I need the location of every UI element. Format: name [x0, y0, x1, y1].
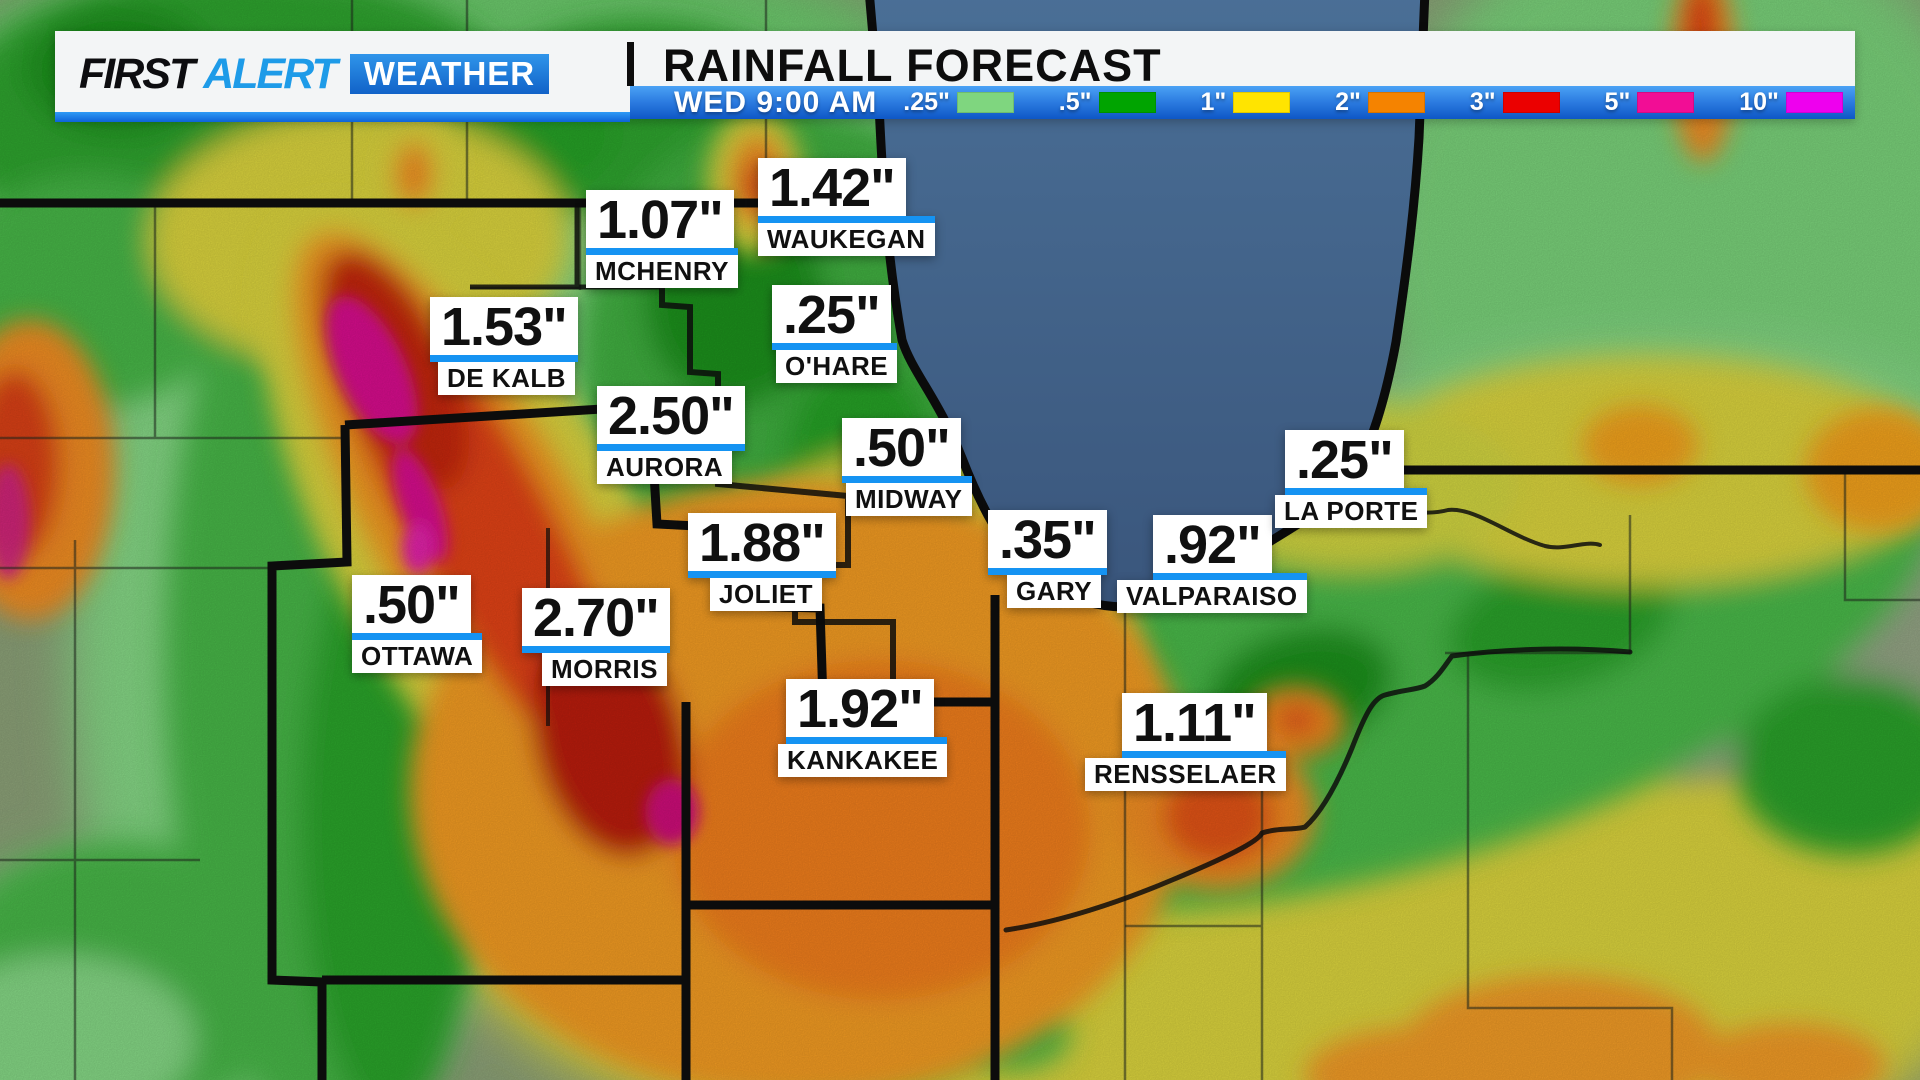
city-label-morris: 2.70" MORRIS	[522, 588, 670, 687]
value-underline	[1285, 488, 1428, 496]
legend-item: 2"	[1335, 88, 1425, 117]
rainfall-value: 1.88"	[688, 513, 836, 572]
city-label-de-kalb: 1.53" DE KALB	[430, 297, 578, 396]
city-label-kankakee: 1.92" KANKAKEE	[778, 679, 948, 778]
legend-color-swatch	[956, 92, 1014, 113]
value-underline	[1153, 573, 1307, 581]
city-name: OTTAWA	[352, 640, 483, 674]
city-label-rensselaer: 1.11" RENSSELAER	[1085, 693, 1286, 792]
legend-item: 10"	[1739, 88, 1843, 117]
value-underline	[988, 568, 1107, 576]
brand-weather: WEATHER	[363, 55, 536, 92]
city-label-mchenry: 1.07" MCHENRY	[586, 190, 738, 289]
value-underline	[688, 571, 836, 579]
value-underline	[586, 248, 738, 256]
legend-item: .5"	[1059, 88, 1156, 117]
value-underline	[597, 444, 745, 452]
legend-label: .5"	[1058, 88, 1092, 116]
city-name: WAUKEGAN	[758, 223, 935, 257]
rainfall-value: 2.70"	[522, 588, 670, 647]
legend-color-swatch	[1785, 92, 1843, 113]
city-name: MORRIS	[542, 653, 667, 687]
legend-color-swatch	[1637, 92, 1695, 113]
legend-item: 1"	[1200, 88, 1291, 117]
city-name: GARY	[1007, 575, 1102, 609]
rainfall-value: 1.11"	[1122, 693, 1267, 752]
legend-item: .25"	[903, 88, 1014, 117]
city-label-aurora: 2.50" AURORA	[597, 386, 745, 485]
legend-label: .25"	[903, 88, 950, 116]
legend-label: 5"	[1604, 88, 1631, 116]
city-name: VALPARAISO	[1117, 580, 1307, 614]
page-title: RAINFALL FORECAST	[663, 40, 1162, 91]
legend-item: 5"	[1605, 88, 1695, 117]
rainfall-value: .50"	[352, 575, 471, 634]
value-underline	[430, 355, 578, 363]
city-label-waukegan: 1.42" WAUKEGAN	[758, 158, 935, 257]
brand-first: FIRST	[79, 49, 195, 98]
value-underline	[772, 343, 898, 351]
city-name: RENSSELAER	[1085, 758, 1286, 792]
legend-label: 2"	[1335, 88, 1361, 116]
value-underline	[842, 476, 972, 484]
brand-logo: FIRST ALERT WEATHER	[79, 41, 550, 107]
city-name: JOLIET	[710, 578, 823, 612]
rainfall-legend: .25" .5" 1" 2" 3" 5" 10"	[903, 88, 1843, 117]
city-name: DE KALB	[438, 362, 576, 396]
city-name: O'HARE	[776, 350, 898, 384]
rainfall-value: 1.07"	[586, 190, 734, 249]
city-label-midway: .50" MIDWAY	[842, 418, 972, 517]
brand-weather-box: WEATHER	[349, 54, 550, 94]
city-name: AURORA	[597, 451, 733, 485]
city-name: LA PORTE	[1275, 495, 1428, 529]
forecast-timestamp: WED 9:00 AM	[674, 85, 878, 119]
legend-color-swatch	[1502, 92, 1560, 113]
header-bar: FIRST ALERT WEATHER RAINFALL FORECAST WE…	[55, 31, 1855, 122]
city-name: MCHENRY	[586, 255, 738, 289]
rainfall-value: 1.53"	[430, 297, 578, 356]
legend-color-swatch	[1233, 92, 1291, 113]
legend-label: 3"	[1469, 88, 1496, 116]
legend-color-swatch	[1098, 92, 1156, 113]
rainfall-value: .25"	[772, 285, 891, 344]
value-underline	[1122, 751, 1286, 759]
value-underline	[786, 737, 948, 745]
rainfall-value: 1.42"	[758, 158, 906, 217]
city-label-ottawa: .50" OTTAWA	[352, 575, 483, 674]
value-underline	[758, 216, 935, 224]
value-underline	[352, 633, 483, 641]
rainfall-value: 2.50"	[597, 386, 745, 445]
rainfall-value: .92"	[1153, 515, 1272, 574]
city-label-valparaiso: .92" VALPARAISO	[1117, 515, 1307, 614]
city-label-o-hare: .25" O'HARE	[772, 285, 898, 384]
city-label-la-porte: .25" LA PORTE	[1275, 430, 1428, 529]
brand-alert: ALERT	[203, 49, 338, 98]
legend-label: 1"	[1200, 88, 1227, 116]
city-label-gary: .35" GARY	[988, 510, 1107, 609]
legend-color-swatch	[1367, 92, 1425, 113]
city-label-joliet: 1.88" JOLIET	[688, 513, 836, 612]
title-separator	[627, 42, 634, 86]
city-name: MIDWAY	[846, 483, 972, 517]
legend-item: 3"	[1470, 88, 1560, 117]
value-underline	[522, 646, 670, 654]
rainfall-value: 1.92"	[786, 679, 934, 738]
legend-bar: WED 9:00 AM .25" .5" 1" 2" 3" 5" 10"	[630, 86, 1855, 119]
legend-label: 10"	[1739, 88, 1779, 116]
rainfall-value: .35"	[988, 510, 1107, 569]
header-accent-strip	[55, 112, 630, 122]
city-name: KANKAKEE	[778, 744, 948, 778]
rainfall-value: .25"	[1285, 430, 1404, 489]
rainfall-value: .50"	[842, 418, 961, 477]
